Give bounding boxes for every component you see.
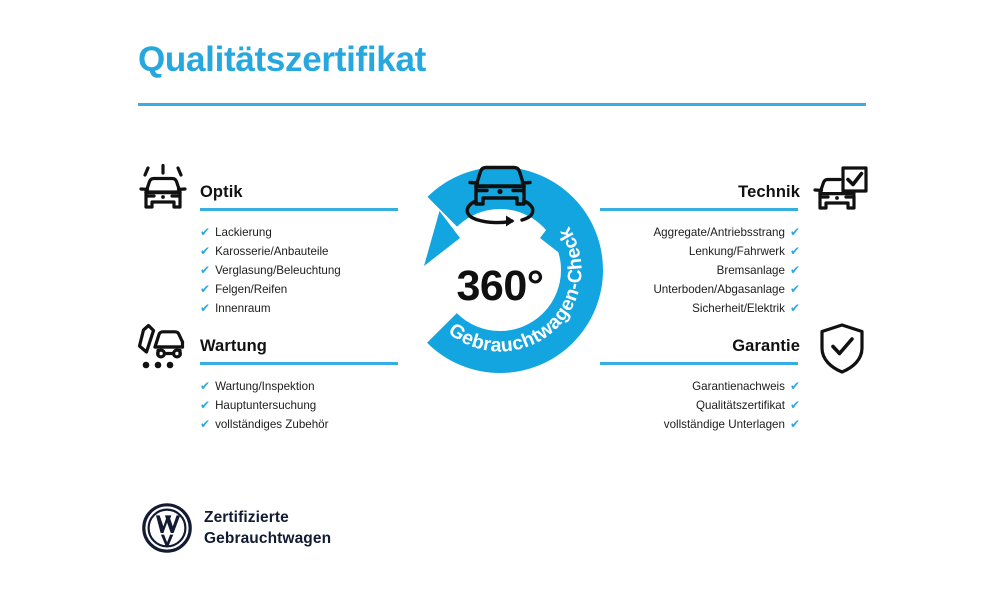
list-item: ✔ Karosserie/Anbauteile — [200, 242, 400, 261]
check-icon: ✔ — [789, 243, 800, 258]
list-item-label: vollständiges Zubehör — [215, 417, 329, 431]
list-item-label: Verglasung/Beleuchtung — [215, 263, 341, 277]
check-icon: ✔ — [200, 281, 211, 296]
vw-brand-text: Zertifizierte Gebrauchtwagen — [204, 507, 331, 549]
section-divider-wartung — [200, 362, 398, 365]
vw-brand-line-1: Zertifizierte — [204, 509, 289, 526]
list-item-label: Unterboden/Abgasanlage — [653, 282, 785, 296]
list-item: Unterboden/Abgasanlage ✔ — [600, 280, 800, 299]
car-rotate-icon — [454, 154, 546, 234]
check-icon: ✔ — [789, 378, 800, 393]
list-item: Qualitätszertifikat ✔ — [600, 396, 800, 415]
list-item-label: Felgen/Reifen — [215, 282, 288, 296]
list-item: ✔ Hauptuntersuchung — [200, 396, 400, 415]
section-list-wartung: ✔ Wartung/Inspektion ✔ Hauptuntersuchung ✔… — [200, 377, 400, 434]
check-icon: ✔ — [200, 416, 211, 431]
check-icon: ✔ — [789, 281, 800, 296]
check-icon: ✔ — [200, 243, 211, 258]
section-divider-optik — [200, 208, 398, 211]
list-item-label: Aggregate/Antriebsstrang — [653, 225, 785, 239]
list-item: vollständige Unterlagen ✔ — [600, 415, 800, 434]
section-heading-wartung: Wartung — [200, 337, 267, 355]
check-icon: ✔ — [200, 224, 211, 239]
list-item-label: Bremsanlage — [716, 263, 785, 277]
list-item-label: Wartung/Inspektion — [215, 379, 315, 393]
section-optik: Optik ✔ Lackierung ✔ Karosserie/Anbauteile… — [200, 182, 400, 318]
check-icon: ✔ — [789, 262, 800, 277]
title-divider — [138, 103, 866, 106]
list-item: Garantienachweis ✔ — [600, 377, 800, 396]
car-wrench-icon — [133, 320, 193, 374]
list-item-label: vollständige Unterlagen — [663, 417, 785, 431]
list-item: ✔ Verglasung/Beleuchtung — [200, 261, 400, 280]
list-item: ✔ Wartung/Inspektion — [200, 377, 400, 396]
check-icon: ✔ — [789, 300, 800, 315]
section-divider-technik — [600, 208, 798, 211]
section-heading-optik: Optik — [200, 183, 243, 201]
list-item: Aggregate/Antriebsstrang ✔ — [600, 223, 800, 242]
section-garantie: Garantie Garantienachweis ✔ Qualitätszert… — [600, 336, 800, 434]
list-item-label: Lackierung — [215, 225, 272, 239]
check-icon: ✔ — [789, 397, 800, 412]
vw-logo-icon — [142, 503, 192, 553]
list-item-label: Karosserie/Anbauteile — [215, 244, 329, 258]
section-heading-technik: Technik — [738, 183, 800, 201]
list-item-label: Qualitätszertifikat — [696, 398, 785, 412]
check-icon: ✔ — [789, 224, 800, 239]
check-icon: ✔ — [789, 416, 800, 431]
page-title: Qualitätszertifikat — [138, 40, 426, 79]
list-item: ✔ Lackierung — [200, 223, 400, 242]
list-item-label: Innenraum — [215, 301, 271, 315]
section-wartung: Wartung ✔ Wartung/Inspektion ✔ Hauptunters… — [200, 336, 400, 434]
car-shine-icon — [133, 163, 193, 218]
badge-360-gebrauchtwagen-check: Gebrauchtwagen-Check 360° — [378, 148, 622, 392]
vw-brand-lockup: Zertifizierte Gebrauchtwagen — [142, 503, 331, 553]
check-icon: ✔ — [200, 397, 211, 412]
section-list-technik: Aggregate/Antriebsstrang ✔ Lenkung/Fahrwe… — [600, 223, 800, 318]
list-item: ✔ Felgen/Reifen — [200, 280, 400, 299]
list-item-label: Hauptuntersuchung — [215, 398, 317, 412]
section-list-garantie: Garantienachweis ✔ Qualitätszertifikat ✔ v… — [600, 377, 800, 434]
list-item: Bremsanlage ✔ — [600, 261, 800, 280]
list-item: Sicherheit/Elektrik ✔ — [600, 299, 800, 318]
section-list-optik: ✔ Lackierung ✔ Karosserie/Anbauteile ✔ Verg… — [200, 223, 400, 318]
list-item-label: Garantienachweis — [692, 379, 785, 393]
list-item-label: Lenkung/Fahrwerk — [688, 244, 785, 258]
section-divider-garantie — [600, 362, 798, 365]
list-item: Lenkung/Fahrwerk ✔ — [600, 242, 800, 261]
check-icon: ✔ — [200, 378, 211, 393]
list-item-label: Sicherheit/Elektrik — [692, 301, 785, 315]
section-heading-garantie: Garantie — [732, 337, 800, 355]
section-technik: Technik Aggregate/Antriebsstrang ✔ Lenkun… — [600, 182, 800, 318]
check-icon: ✔ — [200, 300, 211, 315]
shield-check-icon — [812, 322, 872, 376]
car-checkbox-icon — [810, 164, 870, 218]
list-item: ✔ Innenraum — [200, 299, 400, 318]
vw-brand-line-2: Gebrauchtwagen — [204, 530, 332, 547]
list-item: ✔ vollständiges Zubehör — [200, 415, 400, 434]
check-icon: ✔ — [200, 262, 211, 277]
